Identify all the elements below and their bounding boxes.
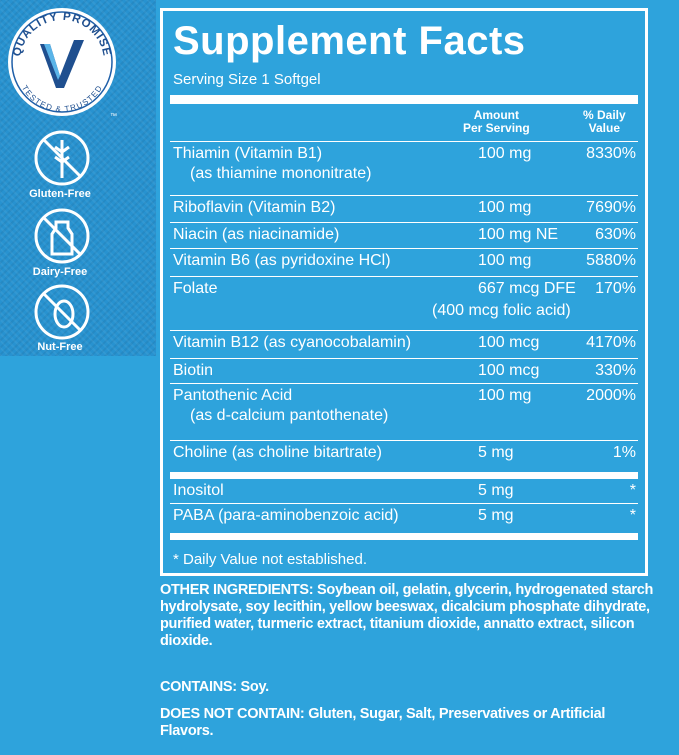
nutrient-row: Folate 667 mcg DFE (400 mcg folic acid) 170…: [170, 280, 638, 330]
badge-mark: ™: [110, 113, 117, 120]
serving-size: Serving Size 1 Softgel: [173, 71, 321, 88]
badge-v-accent: [44, 44, 60, 80]
section-text: Soybean oil, gelatin, glycerin, hydrogen…: [160, 582, 654, 649]
nutrient-name: Riboflavin (Vitamin B2): [173, 199, 336, 216]
nutrient-row: Choline (as choline bitartrate) 5 mg 1%: [170, 444, 638, 470]
nutrient-row: Biotin 100 mcg 330%: [170, 362, 638, 384]
nutrient-row: Vitamin B6 (as pyridoxine HCl) 100 mg 5880…: [170, 252, 638, 276]
header-text: Amount: [473, 108, 520, 122]
badge-label: Dairy-Free: [32, 266, 88, 278]
amount: 100 mg: [478, 252, 532, 269]
daily-value: 170%: [595, 280, 636, 297]
nutrient-row: PABA (para-aminobenzoic acid) 5 mg *: [170, 507, 638, 529]
footnote: * Daily Value not established.: [173, 551, 368, 568]
nutrient-name: Vitamin B6 (as pyridoxine HCl): [173, 252, 391, 269]
badge-label: Gluten-Free: [29, 188, 91, 200]
nutrient-name: Niacin (as niacinamide): [173, 226, 340, 243]
nutrient-row: Inositol 5 mg *: [170, 482, 638, 504]
daily-value: 7690%: [586, 199, 636, 216]
other-ingredients: OTHER INGREDIENTS: Soybean oil, gelatin,…: [160, 582, 660, 650]
amount-header: Amount Per Serving: [463, 109, 530, 135]
free-icons: [34, 130, 90, 340]
facts-panel: Supplement Facts Serving Size 1 Softgel …: [160, 8, 648, 576]
daily-value: *: [629, 507, 636, 524]
nutrient-row: Riboflavin (Vitamin B2) 100 mg 7690%: [170, 199, 638, 223]
nutrient-source: (as d-calcium pantothenate): [190, 407, 389, 424]
amount: 5 mg: [478, 507, 514, 524]
does-not-contain: DOES NOT CONTAIN: Gluten, Sugar, Salt, P…: [160, 706, 660, 740]
nutrient-row: Pantothenic Acid (as d-calcium pantothena…: [170, 387, 638, 439]
badge-ring: [11, 11, 113, 113]
row-rule: [170, 440, 638, 441]
thick-rule: [170, 533, 638, 540]
header-text: Per Serving: [463, 121, 530, 135]
row-rule: [170, 383, 638, 384]
section-text: Gluten, Sugar, Salt, Preservatives or Ar…: [160, 706, 606, 739]
row-rule: [170, 141, 638, 142]
header-text: % Daily: [583, 108, 626, 122]
nutrient-source: (as thiamine mononitrate): [190, 165, 372, 182]
amount: 100 mg: [478, 145, 532, 162]
nutrient-name: Inositol: [173, 482, 224, 499]
amount: 100 mcg: [478, 334, 540, 351]
daily-value: 5880%: [586, 252, 636, 269]
dv-header: % Daily Value: [583, 109, 626, 135]
nutrient-row: Thiamin (Vitamin B1) (as thiamine mononit…: [170, 145, 638, 193]
row-rule: [170, 195, 638, 196]
nutrient-name: Choline (as choline bitartrate): [173, 444, 382, 461]
nutrient-name: Biotin: [173, 362, 214, 379]
badge-label: Nut-Free: [37, 341, 83, 353]
amount: 100 mcg: [478, 362, 540, 379]
header-text: Value: [588, 121, 621, 135]
row-rule: [170, 330, 638, 331]
daily-value: 4170%: [586, 334, 636, 351]
daily-value: *: [629, 482, 636, 499]
amount-note: (400 mcg folic acid): [432, 302, 571, 319]
amount: 100 mg: [478, 199, 532, 216]
row-rule: [170, 503, 638, 504]
nutrient-name: PABA (para-aminobenzoic acid): [173, 507, 399, 524]
thick-rule: [170, 95, 638, 104]
daily-value: 330%: [595, 362, 636, 379]
amount: 100 mg: [478, 387, 532, 404]
row-rule: [170, 358, 638, 359]
amount: 100 mg NE: [478, 226, 559, 243]
badge-strip: QUALITY PROMISE TESTED & TRUSTED ™ Glute…: [0, 0, 156, 356]
section-text: Soy.: [240, 679, 270, 695]
nutrient-name: Vitamin B12 (as cyanocobalamin): [173, 334, 412, 351]
daily-value: 630%: [595, 226, 636, 243]
section-label: CONTAINS:: [160, 679, 237, 695]
contains: CONTAINS: Soy.: [160, 679, 660, 696]
daily-value: 2000%: [586, 387, 636, 404]
nutrient-name: Folate: [173, 280, 218, 297]
badge-disc: [8, 8, 116, 116]
facts-title: Supplement Facts: [173, 19, 526, 63]
row-rule: [170, 276, 638, 277]
row-rule: [170, 222, 638, 223]
amount: 5 mg: [478, 482, 514, 499]
daily-value: 1%: [612, 444, 636, 461]
nutrient-name: Thiamin (Vitamin B1): [173, 145, 323, 162]
section-label: DOES NOT CONTAIN:: [160, 706, 305, 722]
nutrient-row: Niacin (as niacinamide) 100 mg NE 630%: [170, 226, 638, 250]
nutrient-name: Pantothenic Acid: [173, 387, 293, 404]
badges: QUALITY PROMISE TESTED & TRUSTED ™: [8, 8, 117, 340]
thick-rule: [170, 472, 638, 479]
daily-value: 8330%: [586, 145, 636, 162]
section-label: OTHER INGREDIENTS:: [160, 582, 314, 598]
amount: 667 mcg DFE: [478, 280, 576, 297]
nutrient-row: Vitamin B12 (as cyanocobalamin) 100 mcg 41…: [170, 334, 638, 358]
row-rule: [170, 248, 638, 249]
amount: 5 mg: [478, 444, 514, 461]
